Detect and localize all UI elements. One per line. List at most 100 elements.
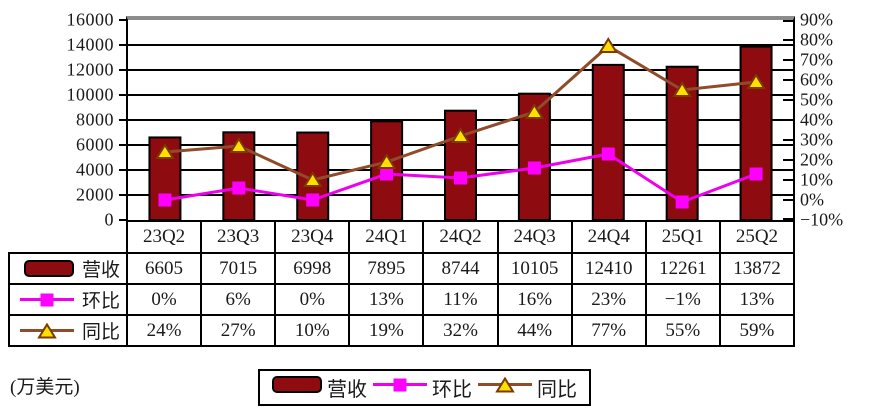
series-name: 同比: [81, 322, 120, 343]
legend-item-yoy: 同比: [478, 373, 577, 402]
right-axis-label: 0%: [800, 189, 824, 210]
value-cell: 19%: [348, 314, 425, 347]
value-cell: 23%: [570, 283, 647, 316]
quarter-cell: 23Q4: [274, 220, 351, 254]
series-key-cell: 同比: [8, 314, 128, 347]
value-cell: 13872: [718, 252, 796, 285]
quarter-cell: 23Q3: [200, 220, 277, 254]
right-axis-label: 40%: [800, 109, 833, 130]
qoq-marker: [675, 195, 689, 209]
series-key-cell: 营收: [8, 252, 128, 285]
qoq-marker: [306, 193, 320, 207]
value-cell: 27%: [200, 314, 277, 347]
right-axis-label: 50%: [800, 89, 833, 110]
left-axis-tick: [119, 94, 128, 96]
right-axis-label: 30%: [800, 129, 833, 150]
yoy-line-triangle-icon: [478, 376, 532, 399]
qoq-marker: [527, 161, 541, 175]
quarter-header-row: 23Q2 23Q3 23Q4 24Q1 24Q2 24Q3 24Q4 25Q1 25Q2: [125, 220, 796, 254]
right-axis-label: 70%: [800, 49, 833, 70]
right-axis-label: −10%: [800, 209, 844, 230]
left-axis-tick: [119, 19, 128, 21]
table-row-revenue: 营收 6605 7015 6998 7895 8744 10105 12410 12261 138…: [8, 252, 796, 285]
yoy-marker: [524, 103, 545, 119]
qoq-marker: [601, 147, 615, 161]
yoy-marker: [598, 37, 619, 53]
table-row-yoy: 同比 24% 27% 10% 19% 32% 44% 77% 55% 59%: [8, 314, 796, 347]
table-row-qoq: 环比 0% 6% 0% 13% 11% 16% 23% −1% 13%: [8, 283, 796, 316]
quarter-cell: 25Q2: [718, 220, 796, 254]
legend-label-yoy: 同比: [537, 379, 577, 401]
qoq-line-square-icon: [373, 376, 427, 399]
value-cell: 13%: [718, 283, 796, 316]
qoq-marker: [380, 167, 394, 181]
quarter-cell: 24Q3: [496, 220, 573, 254]
left-axis-label: 2000: [76, 184, 114, 205]
value-cell: 77%: [570, 314, 647, 347]
quarter-cell: 24Q2: [422, 220, 499, 254]
value-cell: 12261: [644, 252, 721, 285]
value-cell: 24%: [125, 314, 203, 347]
left-axis-tick: [119, 44, 128, 46]
qoq-key-icon: [19, 291, 74, 308]
value-cell: 6%: [200, 283, 277, 316]
left-axis-label: 16000: [66, 9, 114, 30]
left-axis-tick: [119, 169, 128, 171]
revenue-bar: [591, 63, 625, 220]
yoy-key-icon: [19, 322, 74, 339]
left-axis-label: 14000: [66, 34, 114, 55]
qoq-marker: [454, 171, 467, 185]
left-axis-tick: [119, 219, 128, 221]
value-cell: 8744: [422, 252, 499, 285]
value-cell: 6998: [274, 252, 351, 285]
right-axis-label: 80%: [800, 29, 833, 50]
value-cell: 55%: [644, 314, 721, 347]
unit-label: (万美元): [10, 377, 80, 398]
plot-canvas: [128, 20, 793, 220]
left-axis-tick: [119, 144, 128, 146]
legend-label-revenue: 营收: [327, 379, 367, 401]
quarter-cell: 25Q1: [644, 220, 721, 254]
yoy-marker: [672, 81, 692, 97]
left-axis-label: 0: [104, 209, 114, 230]
value-cell: 59%: [718, 314, 796, 347]
qoq-marker: [158, 193, 172, 207]
legend-item-qoq: 环比: [373, 373, 472, 402]
yoy-marker: [450, 127, 471, 143]
right-axis-label: 60%: [800, 69, 833, 90]
left-axis-label: 12000: [66, 59, 114, 80]
yoy-marker: [746, 73, 766, 89]
left-axis-label: 8000: [76, 109, 114, 130]
right-axis-label: 90%: [800, 9, 833, 30]
revenue-key-icon: [23, 260, 74, 277]
qoq-marker: [749, 167, 763, 181]
value-cell: 16%: [496, 283, 573, 316]
value-cell: 10105: [496, 252, 573, 285]
revenue-bar-swatch-icon: [272, 376, 322, 399]
left-axis-tick: [119, 69, 128, 71]
legend-label-qoq: 环比: [432, 379, 472, 401]
left-axis-tick: [119, 194, 128, 196]
value-cell: −1%: [644, 283, 721, 316]
qoq-marker: [232, 181, 246, 195]
yoy-marker: [376, 153, 397, 169]
yoy-marker: [302, 171, 323, 187]
value-cell: 6605: [125, 252, 203, 285]
right-axis-label: 10%: [800, 169, 833, 190]
left-axis-label: 4000: [76, 159, 114, 180]
value-cell: 0%: [125, 283, 203, 316]
revenue-bar: [739, 45, 773, 220]
value-cell: 32%: [422, 314, 499, 347]
legend-item-revenue: 营收: [272, 373, 367, 402]
value-cell: 7015: [200, 252, 277, 285]
value-cell: 0%: [274, 283, 351, 316]
series-key-cell: 环比: [8, 283, 128, 316]
series-name: 营收: [81, 260, 120, 281]
quarter-cell: 24Q4: [570, 220, 647, 254]
value-cell: 7895: [348, 252, 425, 285]
value-cell: 12410: [570, 252, 647, 285]
right-axis-label: 20%: [800, 149, 833, 170]
chart-legend: 营收 环比 同比: [258, 369, 591, 406]
quarter-cell: 24Q1: [348, 220, 425, 254]
